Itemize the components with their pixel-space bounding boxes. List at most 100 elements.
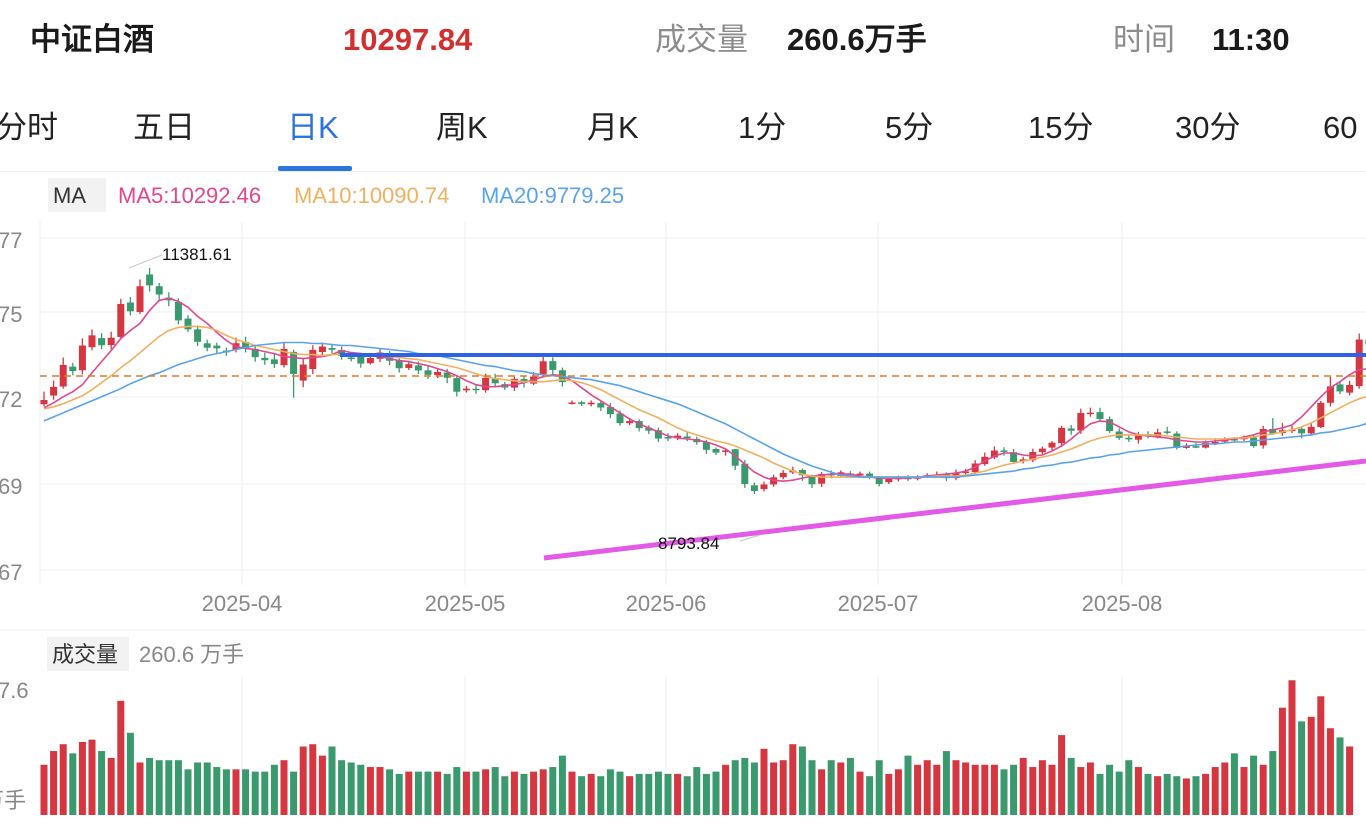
- volume-bar-121: [1202, 773, 1210, 815]
- candle-body: [1048, 442, 1056, 448]
- candle-body: [1106, 419, 1114, 432]
- candle-49: [510, 376, 518, 392]
- volume-bar-89: [894, 769, 902, 815]
- candle-body: [1010, 452, 1018, 462]
- candle-body: [443, 372, 451, 378]
- volume-bar-113: [1125, 760, 1133, 815]
- volume-bar-81: [818, 769, 826, 815]
- volume-bar-91: [914, 764, 922, 815]
- volume-bar-131: [1298, 721, 1306, 815]
- candle-57: [587, 400, 595, 407]
- volume-bar-124: [1230, 753, 1238, 815]
- candle-15: [184, 315, 192, 332]
- volume-bar-56: [578, 776, 586, 815]
- candle-body: [424, 370, 432, 375]
- candle-6: [98, 333, 106, 350]
- tab-monthly-k[interactable]: 月K: [587, 110, 639, 145]
- volume-bar-21: [242, 769, 250, 815]
- volume-bar-59: [606, 769, 614, 815]
- volume-bar-69: [702, 773, 710, 815]
- candle-95: [952, 469, 960, 481]
- y-tick-3: 69: [0, 474, 22, 499]
- low-leader: [739, 534, 761, 542]
- candle-body: [146, 274, 154, 286]
- volume-bar-46: [482, 769, 490, 815]
- candle-body: [1211, 441, 1219, 444]
- volume-bar-87: [875, 760, 883, 815]
- volume-label: 成交量: [655, 22, 748, 57]
- volume-bar-50: [520, 773, 528, 815]
- candle-23: [261, 352, 269, 365]
- volume-bar-98: [981, 764, 989, 815]
- volume-bar-85: [856, 771, 864, 815]
- candle-body: [482, 377, 490, 391]
- volume-bar-92: [923, 760, 931, 815]
- volume-bar-61: [626, 776, 634, 815]
- volume-bar-82: [827, 760, 835, 815]
- candle-body: [1192, 446, 1200, 448]
- tab-60min[interactable]: 60: [1323, 110, 1358, 145]
- volume-bar-0: [40, 764, 48, 815]
- tab-daily-k[interactable]: 日K: [287, 110, 339, 145]
- candle-body: [731, 449, 739, 466]
- tab-1min[interactable]: 1分: [738, 110, 787, 145]
- volume-legend-value: 260.6 万手: [139, 642, 244, 667]
- candle-body: [722, 450, 730, 452]
- candle-body: [434, 371, 442, 376]
- candle-body: [78, 345, 86, 371]
- volume-bar-111: [1106, 764, 1114, 815]
- volume-bar-48: [501, 776, 509, 815]
- candles: [40, 267, 1366, 495]
- candle-body: [1134, 434, 1142, 440]
- volume-bar-75: [760, 748, 768, 815]
- candle-53: [549, 357, 557, 377]
- volume-bar-132: [1307, 716, 1315, 815]
- candle-109: [1086, 407, 1094, 417]
- candle-body: [702, 441, 710, 450]
- volume-bar-42: [443, 773, 451, 815]
- candle-body: [347, 357, 355, 359]
- candle-47: [491, 373, 499, 388]
- volume-bar-73: [741, 757, 749, 815]
- candle-body: [750, 485, 758, 492]
- candle-body: [1230, 439, 1238, 441]
- candle-43: [453, 375, 461, 397]
- time-label: 时间: [1113, 22, 1175, 57]
- index-name: 中证白酒: [30, 22, 154, 57]
- candle-body: [606, 407, 614, 415]
- candle-body: [1125, 437, 1133, 440]
- price-axis-ticks: 77 75 72 69 67: [0, 228, 22, 585]
- candle-body: [98, 338, 106, 346]
- volume-bar-103: [1029, 767, 1037, 815]
- candle-27: [299, 358, 307, 388]
- volume-bar-70: [712, 771, 720, 815]
- tab-15min[interactable]: 15分: [1028, 110, 1094, 145]
- quote-header: 中证白酒 10297.84 成交量 260.6万手 时间 11:30: [0, 0, 1366, 80]
- tab-five-day[interactable]: 五日: [133, 110, 195, 145]
- index-price: 10297.84: [343, 22, 473, 57]
- candle-111: [1106, 416, 1114, 433]
- tab-5min[interactable]: 5分: [885, 110, 934, 145]
- candle-body: [597, 403, 605, 408]
- candle-body: [395, 359, 403, 369]
- candle-body: [213, 345, 221, 349]
- tab-weekly-k[interactable]: 周K: [436, 110, 488, 145]
- tab-intraday[interactable]: 分时: [0, 110, 58, 145]
- ma10-legend: MA10:10090.74: [294, 183, 449, 208]
- candle-body: [117, 304, 125, 337]
- candle-body: [866, 473, 874, 477]
- candle-body: [549, 361, 557, 370]
- volume-bar-52: [539, 769, 547, 815]
- volume-bar-60: [616, 771, 624, 815]
- low-annotation: 8793.84: [658, 534, 719, 553]
- candle-30: [328, 344, 336, 354]
- volume-bar-130: [1288, 680, 1296, 815]
- candle-1: [50, 380, 58, 400]
- volume-bar-112: [1115, 771, 1123, 815]
- tab-30min[interactable]: 30分: [1175, 110, 1241, 145]
- volume-bar-35: [376, 767, 384, 815]
- candle-117: [1163, 426, 1171, 435]
- volume-bar-55: [568, 771, 576, 815]
- volume-bar-83: [837, 762, 845, 815]
